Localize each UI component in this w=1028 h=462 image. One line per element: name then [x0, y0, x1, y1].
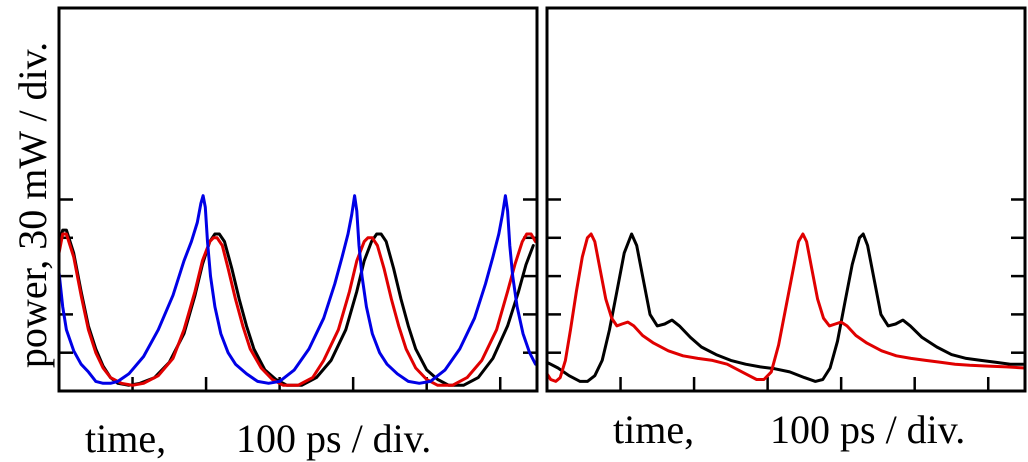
- right-plot-frame: [545, 6, 1027, 393]
- right-series-group: [545, 232, 1027, 383]
- left-xlabel-time: time,: [85, 416, 166, 461]
- chart-left: time, 100 ps / div.: [57, 6, 539, 461]
- left-ticks: [57, 198, 537, 393]
- right-xlabel-time: time,: [613, 407, 694, 452]
- right-ticks: [545, 198, 1025, 393]
- right-xlabel-scale: 100 ps / div.: [770, 407, 965, 452]
- left-series-line-2: [57, 194, 537, 385]
- y-axis-label: power, 30 mW / div.: [10, 42, 55, 368]
- left-plot-frame: [57, 6, 539, 393]
- left-xlabel-scale: 100 ps / div.: [236, 416, 431, 461]
- right-series-line-0: [545, 232, 1027, 383]
- right-series-line-1: [545, 232, 1027, 383]
- left-series-line-1: [57, 232, 537, 387]
- chart-right: time, 100 ps / div.: [545, 6, 1027, 452]
- left-series-line-0: [57, 228, 535, 387]
- left-series-group: [57, 194, 537, 387]
